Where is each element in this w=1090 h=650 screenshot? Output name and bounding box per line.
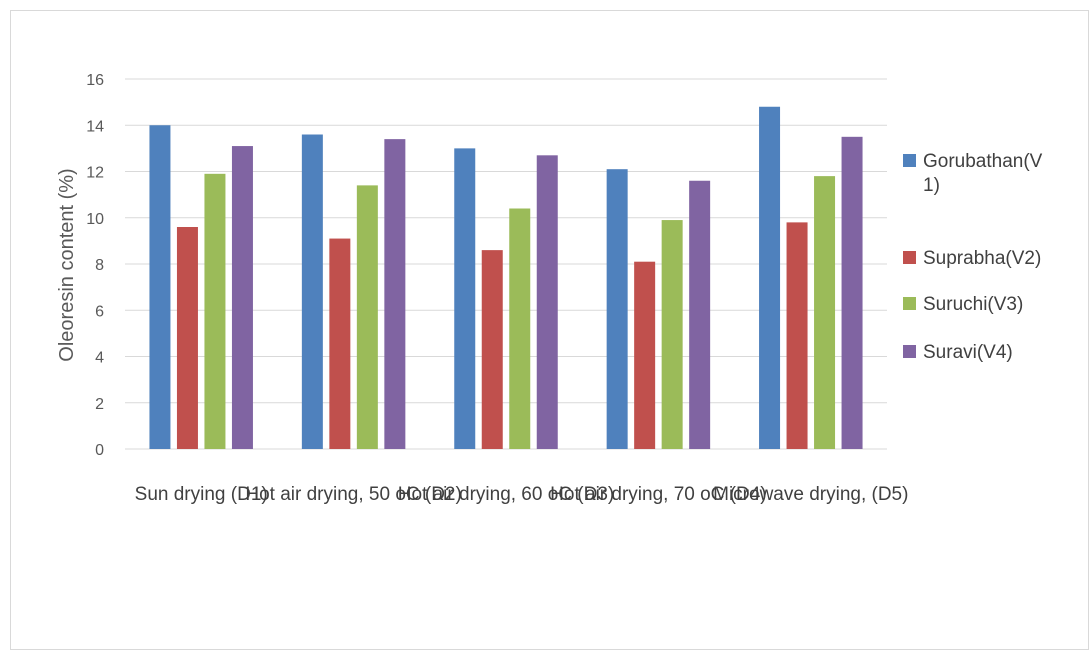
bar-suravi-v4--3 [536, 155, 558, 449]
legend-label: 1) [923, 175, 940, 196]
y-tick-label: 8 [95, 257, 104, 274]
bar-suprabha-v2--3 [481, 250, 503, 449]
bar-suravi-v4--1 [231, 146, 253, 449]
y-tick-label: 14 [86, 118, 104, 135]
bar-suprabha-v2--4 [634, 261, 656, 449]
legend-swatch [903, 154, 916, 167]
bar-gorubathan-v1--3 [454, 148, 476, 449]
y-tick-label: 4 [95, 350, 104, 367]
bar-suravi-v4--2 [384, 139, 406, 449]
y-axis-label: Oleoresin content (%) [56, 168, 78, 361]
bars [149, 106, 863, 449]
legend-label: Gorubathan(V [923, 151, 1043, 172]
x-tick-label: Microwave drying, (D5) [713, 484, 908, 505]
y-tick-label: 10 [86, 211, 104, 228]
y-tick-label: 0 [95, 442, 104, 459]
y-tick-label: 2 [95, 396, 104, 413]
legend: Gorubathan(V 1) Suprabha(V2) Suruchi(V3) Sur… [903, 151, 1043, 363]
x-tick-label: Hot air drying, 60 oC (D3) [398, 484, 614, 505]
bar-suprabha-v2--2 [329, 238, 351, 449]
bar-suprabha-v2--1 [176, 227, 198, 449]
bar-suravi-v4--5 [841, 136, 863, 449]
x-tick-label: Hot air drying, 70 oC (D4) [550, 484, 766, 505]
y-axis-ticks: 0 2 4 6 8 10 12 14 16 [86, 72, 104, 459]
bar-gorubathan-v1--4 [606, 169, 628, 449]
x-tick-label: Hot air drying, 50 oC (D2) [245, 484, 461, 505]
bar-suruchi-v3--5 [814, 176, 836, 449]
legend-label: Suravi(V4) [923, 342, 1013, 363]
y-tick-label: 12 [86, 165, 104, 182]
legend-label: Suprabha(V2) [923, 248, 1041, 269]
legend-swatch [903, 345, 916, 358]
bar-suravi-v4--4 [689, 180, 711, 449]
bar-gorubathan-v1--5 [759, 106, 781, 449]
bar-suruchi-v3--3 [509, 208, 531, 449]
x-tick-label: Sun drying (D1) [135, 484, 268, 505]
bar-suruchi-v3--2 [356, 185, 378, 449]
bar-suruchi-v3--1 [204, 173, 226, 449]
x-axis-tick-labels: Sun drying (D1)Hot air drying, 50 oC (D2… [135, 484, 909, 505]
y-tick-label: 16 [86, 72, 104, 89]
bar-gorubathan-v1--2 [301, 134, 323, 449]
bar-suprabha-v2--5 [786, 222, 808, 449]
legend-swatch [903, 297, 916, 310]
legend-label: Suruchi(V3) [923, 294, 1023, 315]
bar-gorubathan-v1--1 [149, 125, 171, 449]
bar-suruchi-v3--4 [661, 220, 683, 449]
y-tick-label: 6 [95, 303, 104, 320]
legend-swatch [903, 251, 916, 264]
